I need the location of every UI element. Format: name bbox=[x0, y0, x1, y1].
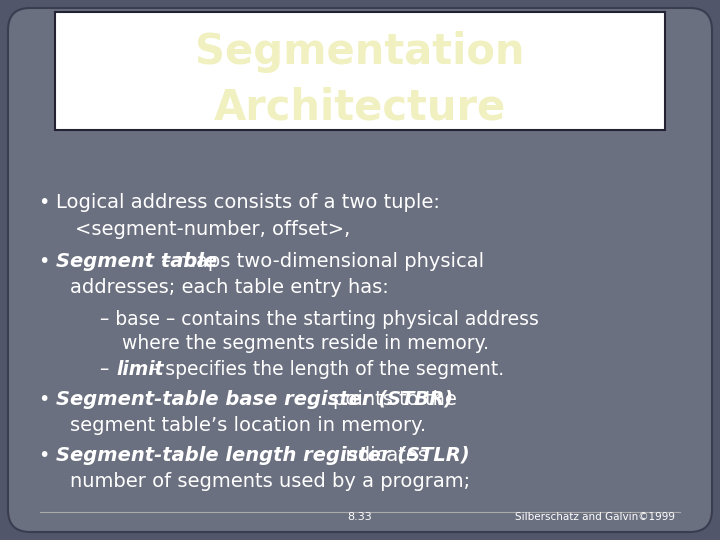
Text: Segment-table length register (STLR): Segment-table length register (STLR) bbox=[56, 446, 469, 465]
Text: points to the: points to the bbox=[333, 390, 457, 409]
Text: segment table’s location in memory.: segment table’s location in memory. bbox=[70, 416, 426, 435]
FancyBboxPatch shape bbox=[55, 12, 665, 130]
Text: indicates: indicates bbox=[340, 446, 428, 465]
FancyBboxPatch shape bbox=[8, 8, 712, 532]
Text: Segmentation: Segmentation bbox=[195, 31, 525, 73]
Text: 8.33: 8.33 bbox=[348, 512, 372, 522]
Text: Segment table: Segment table bbox=[56, 252, 217, 271]
Text: – maps two-dimensional physical: – maps two-dimensional physical bbox=[161, 252, 484, 271]
Text: Silberschatz and Galvin©1999: Silberschatz and Galvin©1999 bbox=[515, 512, 675, 522]
Text: –: – bbox=[100, 360, 115, 379]
Text: addresses; each table entry has:: addresses; each table entry has: bbox=[70, 278, 389, 297]
Text: Segmentation: Segmentation bbox=[197, 33, 527, 75]
Text: – base – contains the starting physical address: – base – contains the starting physical … bbox=[100, 310, 539, 329]
Text: <segment-number, offset>,: <segment-number, offset>, bbox=[75, 220, 350, 239]
Text: •: • bbox=[38, 446, 50, 465]
Text: number of segments used by a program;: number of segments used by a program; bbox=[70, 472, 470, 491]
Text: – specifies the length of the segment.: – specifies the length of the segment. bbox=[150, 360, 504, 379]
Text: •: • bbox=[38, 390, 50, 409]
Text: •: • bbox=[38, 193, 50, 212]
Text: where the segments reside in memory.: where the segments reside in memory. bbox=[122, 334, 489, 353]
Text: •: • bbox=[38, 252, 50, 271]
Text: Architecture: Architecture bbox=[214, 87, 506, 129]
Text: Architecture: Architecture bbox=[216, 89, 508, 131]
Text: Logical address consists of a two tuple:: Logical address consists of a two tuple: bbox=[56, 193, 440, 212]
Text: limit: limit bbox=[116, 360, 163, 379]
Text: Segment-table base register (STBR): Segment-table base register (STBR) bbox=[56, 390, 453, 409]
